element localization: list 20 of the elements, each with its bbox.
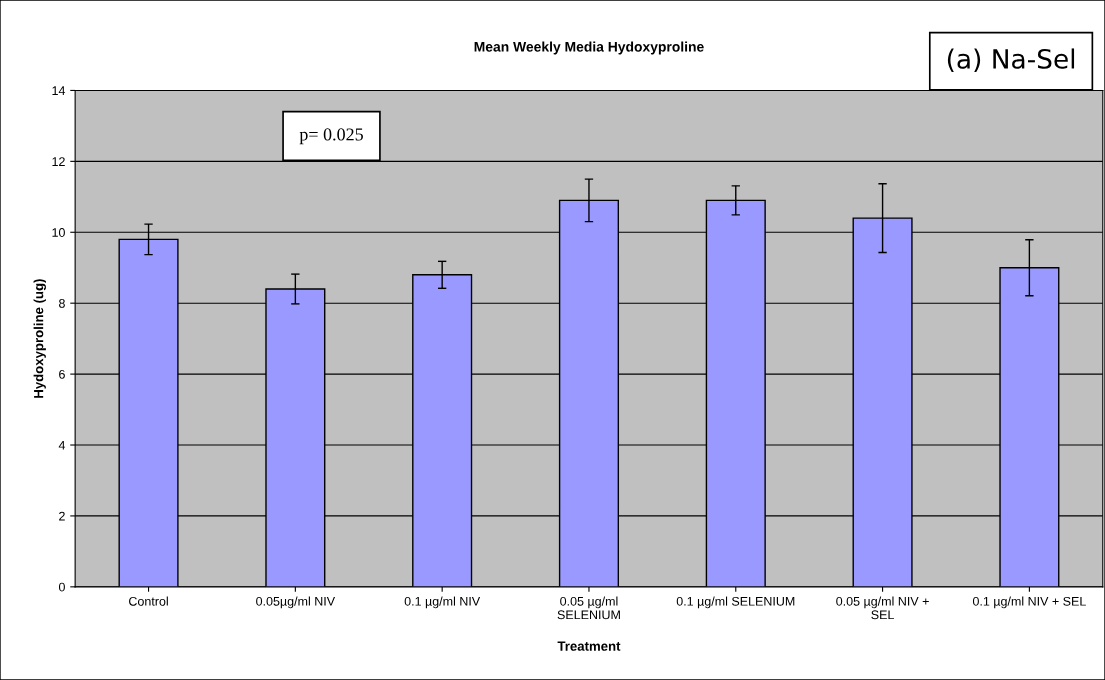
x-axis-title: Treatment xyxy=(557,641,621,651)
y-tick-label: 0 xyxy=(58,582,65,592)
x-tick-label: 0.05 µg/ml NIV + SEL xyxy=(836,596,929,620)
y-tick-label: 10 xyxy=(52,228,65,237)
y-tick-label: 14 xyxy=(52,86,66,95)
x-tick-label: 0.05 µg/ml SELENIUM xyxy=(557,596,620,620)
x-tick-label: 0.1 µg/ml NIV + SEL xyxy=(972,596,1086,609)
x-tick-label: 0.1 µg/ml SELENIUM xyxy=(676,596,795,609)
text: (a) Na-Sel xyxy=(947,48,1075,72)
x-tick-label: 0.1 µg/ml NIV xyxy=(404,596,481,609)
annotation: p= 0.025 xyxy=(299,128,363,145)
chart-title: Mean Weekly Media Hydoxyproline xyxy=(474,41,704,55)
y-tick-label: 2 xyxy=(59,511,65,521)
y-axis-title: Hydoxyproline (ug) xyxy=(33,279,46,398)
x-tick-label: 0.05µg/ml NIV xyxy=(256,596,336,609)
y-tick-label: 12 xyxy=(52,157,65,166)
y-tick-label: 8 xyxy=(59,298,65,308)
y-tick-label: 4 xyxy=(58,440,66,450)
x-tick-label: Control xyxy=(129,596,168,606)
y-tick-label: 6 xyxy=(59,369,65,379)
